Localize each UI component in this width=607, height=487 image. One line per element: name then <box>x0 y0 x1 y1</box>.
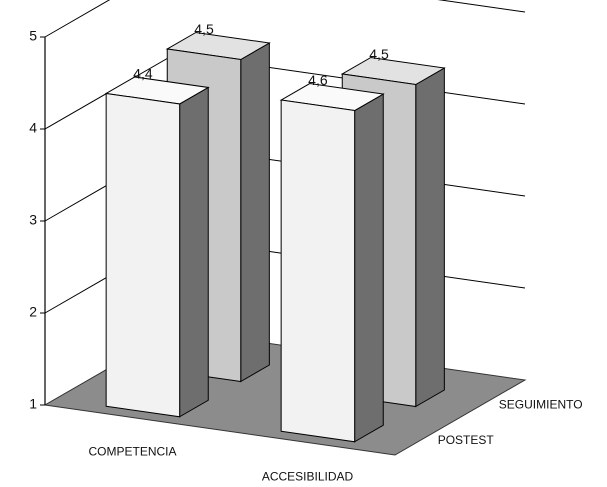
bar-front <box>280 99 356 443</box>
grid-line <box>44 0 526 38</box>
bar-side <box>354 93 384 443</box>
bar-side <box>240 42 270 383</box>
y-tick-label: 5 <box>29 28 37 44</box>
y-tick-label: 2 <box>29 304 37 320</box>
legend-label: POSTEST <box>438 433 495 447</box>
y-tick-label: 4 <box>29 120 37 136</box>
plot: 1 2 3 4 5 COMPETENCIA ACCESIBILIDAD POSTEST SEGU… <box>29 0 583 484</box>
legend-label: SEGUIMIENTO <box>499 398 583 412</box>
bar-side <box>179 86 209 418</box>
y-tick-label: 3 <box>29 212 37 228</box>
bar-front <box>105 92 181 418</box>
bar <box>104 76 210 418</box>
x-tick-label: COMPETENCIA <box>88 445 176 459</box>
data-label: 4,5 <box>194 21 214 37</box>
data-label: 4,5 <box>369 46 389 62</box>
data-label: 4,4 <box>133 65 153 81</box>
bar <box>279 83 385 443</box>
data-label: 4,6 <box>308 72 328 88</box>
x-tick-label: ACCESIBILIDAD <box>262 470 354 484</box>
y-tick-label: 1 <box>29 396 37 412</box>
bar-side <box>415 67 445 408</box>
